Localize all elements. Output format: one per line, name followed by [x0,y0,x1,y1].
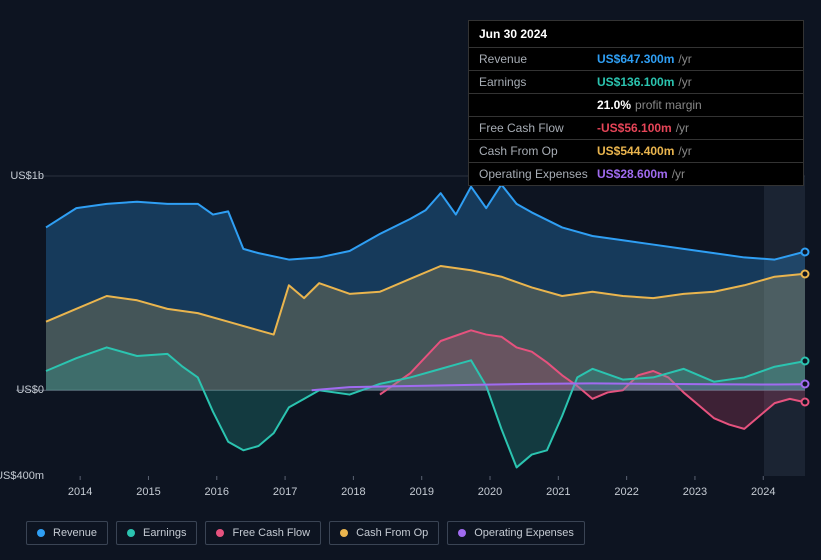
chart-tooltip: Jun 30 2024 RevenueUS$647.300m/yrEarning… [468,20,804,186]
tooltip-row: RevenueUS$647.300m/yr [469,48,803,71]
chart-svg [16,160,805,500]
legend-label: Operating Expenses [474,527,574,539]
tooltip-row: EarningsUS$136.100m/yr [469,71,803,94]
y-axis-label: US$0 [16,384,44,396]
tooltip-value: 21.0% [597,98,631,112]
tooltip-suffix: /yr [678,144,691,158]
series-end-marker [801,269,810,278]
x-axis-label: 2016 [205,486,229,498]
legend-label: Earnings [143,527,186,539]
tooltip-suffix: profit margin [635,98,702,112]
x-axis-label: 2021 [546,486,570,498]
legend-item[interactable]: Cash From Op [329,521,439,545]
legend-dot [340,529,348,537]
tooltip-suffix: /yr [672,167,685,181]
tooltip-date: Jun 30 2024 [469,21,803,48]
tooltip-label: Earnings [479,75,597,89]
tooltip-value: US$28.600m [597,167,668,181]
legend-dot [127,529,135,537]
tooltip-value: US$544.400m [597,144,674,158]
tooltip-label: Operating Expenses [479,167,597,181]
tooltip-suffix: /yr [678,52,691,66]
tooltip-row: Operating ExpensesUS$28.600m/yr [469,163,803,185]
series-end-marker [801,357,810,366]
series-end-marker [801,380,810,389]
legend-dot [37,529,45,537]
x-axis-label: 2022 [614,486,638,498]
legend-dot [216,529,224,537]
tooltip-suffix: /yr [678,75,691,89]
series-end-marker [801,398,810,407]
tooltip-label: Free Cash Flow [479,121,597,135]
legend-item[interactable]: Revenue [26,521,108,545]
legend-dot [458,529,466,537]
tooltip-row: 21.0% profit margin [469,94,803,117]
series-end-marker [801,247,810,256]
tooltip-label: Cash From Op [479,144,597,158]
chart-legend: Revenue Earnings Free Cash Flow Cash From O… [26,521,585,545]
legend-label: Cash From Op [356,527,428,539]
tooltip-value: -US$56.100m [597,121,672,135]
x-axis-label: 2015 [136,486,160,498]
y-axis-label: -US$400m [0,470,44,482]
legend-item[interactable]: Earnings [116,521,197,545]
x-axis-label: 2018 [341,486,365,498]
x-axis-label: 2020 [478,486,502,498]
tooltip-row: Free Cash Flow-US$56.100m/yr [469,117,803,140]
legend-label: Revenue [53,527,97,539]
legend-label: Free Cash Flow [232,527,310,539]
y-axis-label: US$1b [10,170,44,182]
x-axis-label: 2017 [273,486,297,498]
legend-item[interactable]: Free Cash Flow [205,521,321,545]
tooltip-suffix: /yr [676,121,689,135]
legend-item[interactable]: Operating Expenses [447,521,585,545]
tooltip-value: US$647.300m [597,52,674,66]
tooltip-row: Cash From OpUS$544.400m/yr [469,140,803,163]
x-axis-label: 2019 [409,486,433,498]
tooltip-label: Revenue [479,52,597,66]
x-axis-label: 2014 [68,486,92,498]
tooltip-value: US$136.100m [597,75,674,89]
x-axis-label: 2023 [683,486,707,498]
financials-chart[interactable]: US$1bUS$0-US$400m 2014201520162017201820… [16,160,805,500]
x-axis-label: 2024 [751,486,775,498]
